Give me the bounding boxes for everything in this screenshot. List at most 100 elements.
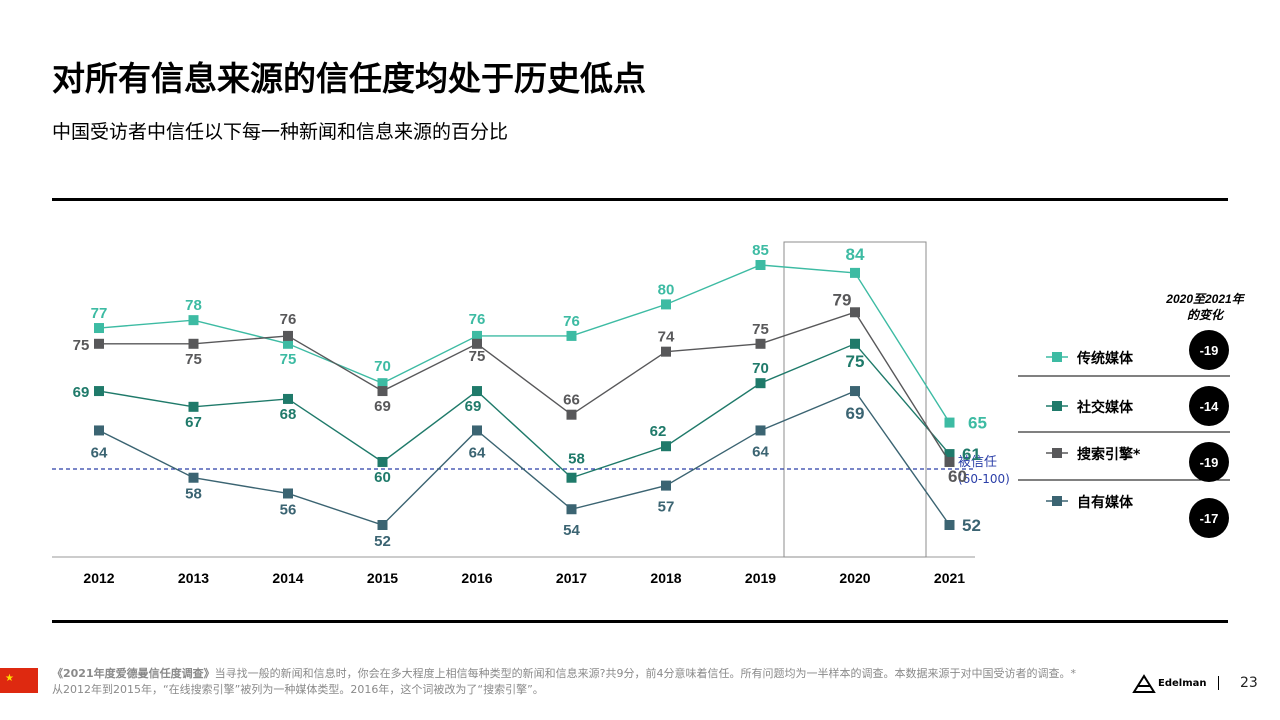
data-label: 79 xyxy=(833,290,852,309)
data-label: 75 xyxy=(846,352,865,371)
data-label: 70 xyxy=(374,358,391,375)
data-label: 57 xyxy=(658,499,675,516)
legend-swatch-marker xyxy=(1052,448,1062,458)
data-label: 56 xyxy=(280,501,297,518)
data-point-marker xyxy=(283,488,293,499)
data-point-marker xyxy=(94,386,104,397)
x-tick-label: 2019 xyxy=(745,570,776,586)
data-point-marker xyxy=(472,386,482,397)
data-point-marker xyxy=(755,260,766,270)
data-label: 60 xyxy=(374,469,391,486)
trust-label: 被信任 xyxy=(958,455,997,470)
data-label: 75 xyxy=(280,351,297,368)
data-label: 75 xyxy=(469,348,486,365)
data-label: 75 xyxy=(185,351,202,368)
data-point-marker xyxy=(850,338,860,349)
data-label: 64 xyxy=(752,443,769,460)
survey-name: 《2021年度爱德曼信任度调查》 xyxy=(52,667,215,680)
data-label: 65 xyxy=(968,414,987,433)
footnote-text: 当寻找一般的新闻和信息时，你会在多大程度上相信每种类型的新闻和信息来源?共9分，… xyxy=(52,667,1076,696)
data-label: 76 xyxy=(469,311,486,328)
x-tick-label: 2021 xyxy=(934,570,965,586)
data-point-marker xyxy=(283,393,293,404)
x-tick-label: 2017 xyxy=(556,570,587,586)
data-point-marker xyxy=(661,346,671,357)
data-point-marker xyxy=(850,307,860,318)
change-value: -14 xyxy=(1200,399,1220,414)
data-point-marker xyxy=(188,401,199,412)
change-title: 2020至2021年 xyxy=(1165,292,1245,306)
page-title: 对所有信息来源的信任度均处于历史低点 xyxy=(52,59,646,98)
data-point-marker xyxy=(566,330,577,341)
legend-swatch-marker xyxy=(1052,401,1062,411)
data-label: 69 xyxy=(73,384,90,401)
legend-label: 搜索引擎* xyxy=(1077,446,1141,463)
change-value: -19 xyxy=(1200,343,1219,358)
data-point-marker xyxy=(661,480,671,491)
x-tick-label: 2018 xyxy=(650,570,681,586)
legend-label: 社交媒体 xyxy=(1076,399,1134,416)
data-label: 52 xyxy=(962,516,981,535)
data-point-marker xyxy=(566,472,577,483)
series-line xyxy=(99,311,951,463)
data-label: 70 xyxy=(752,360,769,377)
data-label: 58 xyxy=(568,451,585,468)
data-point-marker xyxy=(755,378,766,389)
svg-text:★: ★ xyxy=(5,673,14,684)
data-point-marker xyxy=(755,338,766,349)
data-label: 61 xyxy=(962,445,981,464)
change-badge xyxy=(1189,330,1229,370)
data-label: 77 xyxy=(91,305,108,322)
china-flag-icon: ★ xyxy=(0,668,38,693)
legend-label: 传统媒体 xyxy=(1076,350,1134,367)
data-point-marker xyxy=(377,378,388,389)
data-point-marker xyxy=(661,299,671,310)
data-label: 69 xyxy=(846,404,865,423)
x-tick-label: 2020 xyxy=(839,570,870,586)
data-point-marker xyxy=(944,417,955,428)
data-point-marker xyxy=(94,425,104,436)
data-point-marker xyxy=(188,315,199,326)
legend-label: 自有媒体 xyxy=(1077,494,1134,511)
data-label: 76 xyxy=(280,311,297,328)
data-label: 64 xyxy=(469,444,486,461)
data-label: 84 xyxy=(846,245,865,264)
data-point-marker xyxy=(188,472,199,483)
x-tick-label: 2016 xyxy=(461,570,492,586)
data-point-marker xyxy=(94,323,104,334)
data-label: 62 xyxy=(650,423,667,440)
legend-swatch-marker xyxy=(1052,352,1062,362)
data-label: 74 xyxy=(658,329,675,346)
data-label: 69 xyxy=(465,398,482,415)
brand-name: Edelman xyxy=(1158,678,1207,689)
legend-swatch-marker xyxy=(1052,496,1062,506)
data-label: 67 xyxy=(185,414,202,431)
data-label: 54 xyxy=(563,522,580,539)
data-label: 68 xyxy=(280,406,297,423)
change-badge xyxy=(1189,442,1229,482)
data-point-marker xyxy=(850,267,860,278)
data-label: 69 xyxy=(374,398,391,415)
top-rule xyxy=(52,198,1228,201)
data-point-marker xyxy=(283,330,293,341)
change-title: 的变化 xyxy=(1187,308,1225,322)
data-point-marker xyxy=(944,449,955,460)
page-number: 23 xyxy=(1240,675,1258,691)
data-point-marker xyxy=(377,520,388,530)
x-tick-label: 2013 xyxy=(178,570,209,586)
data-label: 66 xyxy=(563,392,580,409)
data-point-marker xyxy=(94,338,104,349)
footer-divider xyxy=(1218,676,1219,690)
series-line xyxy=(98,342,951,479)
data-label: 52 xyxy=(374,533,391,550)
highlight-box-2020 xyxy=(783,241,927,558)
data-point-marker xyxy=(944,520,955,530)
x-tick-label: 2012 xyxy=(83,570,114,586)
data-label: 85 xyxy=(752,242,769,259)
data-label: 64 xyxy=(91,444,108,461)
page-subtitle: 中国受访者中信任以下每一种新闻和信息来源的百分比 xyxy=(52,121,509,143)
x-tick-label: 2014 xyxy=(272,570,303,586)
data-label: 75 xyxy=(73,337,90,354)
x-tick-label: 2015 xyxy=(367,570,398,586)
data-label: 76 xyxy=(563,313,580,330)
